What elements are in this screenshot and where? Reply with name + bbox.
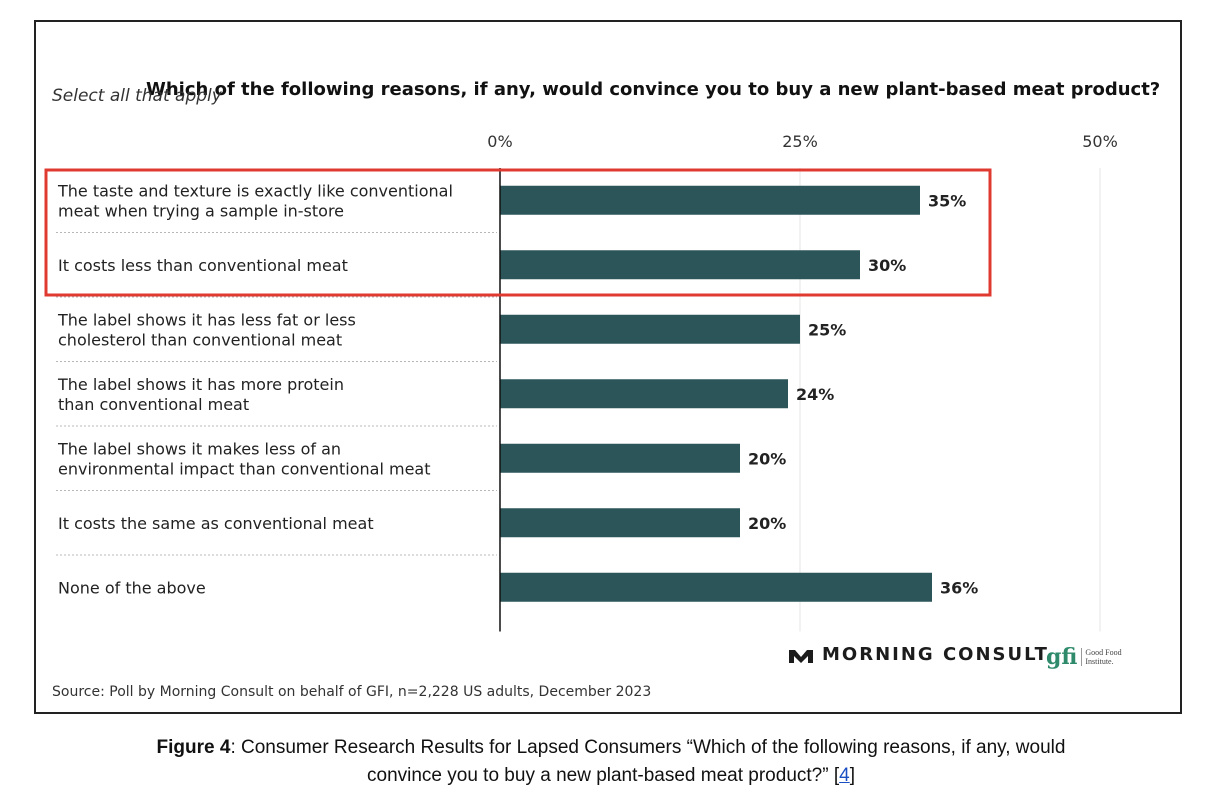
chart-title: Which of the following reasons, if any, … bbox=[146, 79, 1161, 100]
highlight-box bbox=[44, 168, 992, 297]
category-label: None of the above bbox=[58, 578, 206, 597]
figure-frame bbox=[34, 20, 1182, 714]
bar bbox=[500, 250, 860, 280]
data-label: 20% bbox=[748, 449, 786, 468]
bar bbox=[500, 314, 800, 344]
category-label-line: None of the above bbox=[58, 578, 206, 597]
category-label: The label shows it makes less of an envir… bbox=[57, 439, 431, 478]
category-label-line: The label shows it makes less of an bbox=[57, 439, 341, 458]
bar bbox=[500, 379, 788, 409]
data-label: 36% bbox=[940, 578, 978, 597]
chart-subtitle: Select all that apply bbox=[52, 86, 222, 106]
caption-label: Figure 4 bbox=[156, 737, 231, 758]
category-label-line: It costs the same as conventional meat bbox=[58, 514, 374, 533]
data-label: 24% bbox=[796, 385, 834, 404]
category-label-line: cholesterol than conventional meat bbox=[58, 330, 342, 349]
category-label-line: The label shows it has less fat or less bbox=[57, 310, 356, 329]
morning-consult-mark-icon bbox=[789, 649, 813, 663]
bar-chart: 0% 25% 50% 35% The taste and texture is exac… bbox=[44, 132, 1118, 632]
gfi-name: Good Food Institute. bbox=[1081, 648, 1127, 666]
caption-ref-link[interactable]: 4 bbox=[839, 765, 850, 786]
data-label: 30% bbox=[868, 256, 906, 275]
x-tick-label: 50% bbox=[1082, 132, 1118, 151]
category-label: The taste and texture is exactly like co… bbox=[57, 181, 453, 220]
source-note: Source: Poll by Morning Consult on behal… bbox=[52, 684, 652, 700]
x-tick-label: 25% bbox=[782, 132, 818, 151]
category-label-line: than conventional meat bbox=[58, 395, 249, 414]
morning-consult-text: MORNING CONSULT bbox=[822, 644, 1049, 665]
category-label: It costs less than conventional meat bbox=[58, 256, 348, 275]
category-label: The label shows it has more protein than … bbox=[57, 375, 344, 414]
bar bbox=[500, 443, 740, 473]
category-label-line: environmental impact than conventional m… bbox=[58, 459, 431, 478]
category-label-line: The label shows it has more protein bbox=[57, 375, 344, 394]
gfi-mark: gfi bbox=[1046, 644, 1078, 670]
caption-text-2: convince you to buy a new plant-based me… bbox=[367, 765, 840, 786]
data-label: 25% bbox=[808, 320, 846, 339]
morning-consult-logo: MORNING CONSULT bbox=[788, 644, 1049, 665]
category-label: The label shows it has less fat or less c… bbox=[57, 310, 356, 349]
redaction-box bbox=[51, 46, 143, 76]
figure-caption: Figure 4: Consumer Research Results for … bbox=[0, 734, 1222, 790]
bar bbox=[500, 572, 932, 602]
category-label-line: It costs less than conventional meat bbox=[58, 256, 348, 275]
caption-text-end: ] bbox=[849, 765, 855, 786]
gfi-logo: gfi Good Food Institute. bbox=[1046, 644, 1127, 670]
caption-text-1: : Consumer Research Results for Lapsed C… bbox=[230, 737, 1066, 758]
category-label-line: The taste and texture is exactly like co… bbox=[57, 181, 453, 200]
bar bbox=[500, 508, 740, 538]
data-label: 20% bbox=[748, 514, 786, 533]
data-label: 35% bbox=[928, 191, 966, 210]
category-label-line: meat when trying a sample in-store bbox=[58, 201, 344, 220]
category-label: It costs the same as conventional meat bbox=[58, 514, 374, 533]
x-tick-label: 0% bbox=[487, 132, 512, 151]
bar bbox=[500, 185, 920, 215]
